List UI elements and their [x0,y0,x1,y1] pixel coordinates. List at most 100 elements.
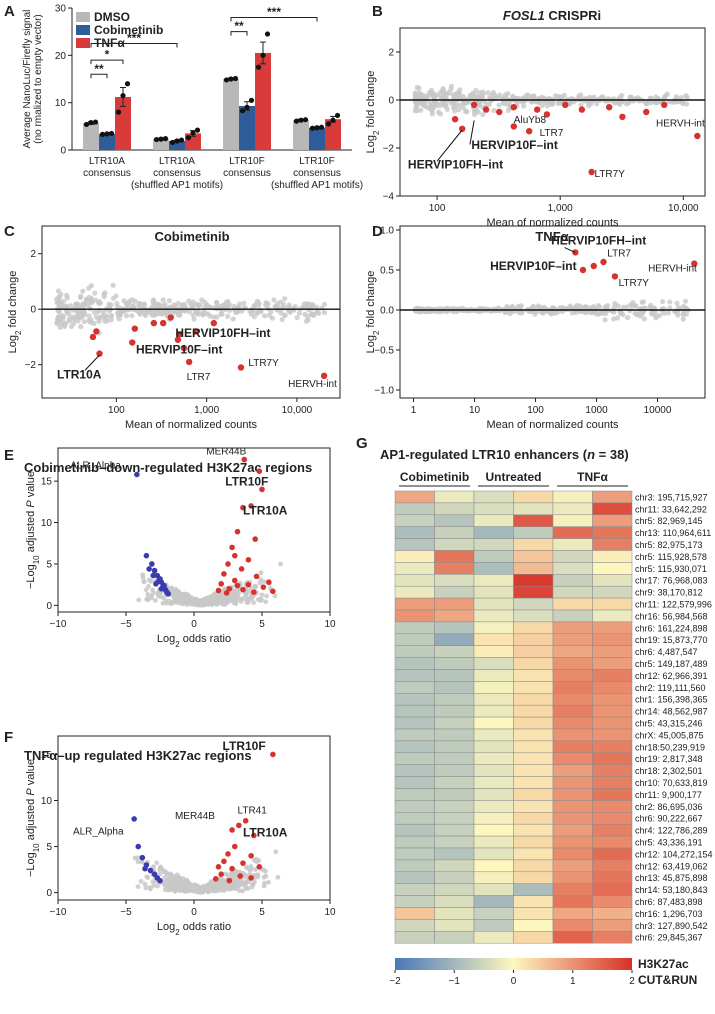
point-gray [673,94,679,100]
point-gray [279,316,285,323]
point-gray [480,111,486,118]
point-gray [441,95,447,101]
heatmap-cell [434,752,475,765]
x-tick-label-E: 0 [191,619,197,630]
row-label: chr14: 53,180,843 [635,885,708,895]
point-gray [101,291,107,297]
point-gray [247,308,253,315]
point-gray [191,316,197,322]
heatmap-cell [552,835,593,849]
heatmap-cell [552,919,593,932]
heatmap-cell [394,621,435,635]
point-red [232,552,238,559]
annotation-F: ALR_Alpha [73,827,124,838]
heatmap-cell [552,907,593,920]
row-label: chr2: 119,111,560 [635,683,706,693]
panel-letter-D: D [372,223,383,240]
heatmap-cell [394,835,435,849]
point-gray [262,313,268,319]
heatmap-cell [513,883,554,896]
heatmap-cell [513,859,554,873]
point-gray [490,89,496,96]
heatmap-cell [434,800,475,813]
heatmap-cell [394,550,435,563]
point-gray [72,314,79,320]
point-gray [63,304,69,310]
x-tick-label-B: 10,000 [668,203,699,214]
legend-label: TNFα [94,36,125,50]
point-gray [238,882,244,888]
point-red [525,128,533,135]
point-gray [503,308,509,314]
annotation-B: LTR7Y [595,169,626,180]
point-gray [219,311,225,317]
heatmap-cell [592,693,633,706]
y-axis-label-B: Log2 fold change [365,71,381,154]
point-gray [441,102,447,108]
point-gray [468,93,474,100]
row-label: chr11: 9,900,177 [635,790,702,800]
point-gray [191,882,197,888]
point-gray [633,303,639,309]
chart-title-F: TNFα–up regulated H3K27ac regions [24,748,252,763]
point-gray [623,101,630,107]
heatmap-cell [592,764,633,777]
point-gray [429,111,435,117]
x-tick-label-C: 10,000 [282,405,313,416]
panel-letter-G: G [356,435,368,452]
point-gray [263,873,269,879]
category-label-A: (shuffled AP1 motifs) [271,180,363,191]
point-gray [55,296,61,302]
heatmap-cell [513,609,554,623]
significance-bracket [90,59,124,65]
point-red [579,266,587,274]
heatmap-cell [592,681,633,694]
heatmap-cell [473,835,514,849]
heatmap-cell [473,907,514,920]
point-gray [602,304,608,310]
point-gray [175,588,181,594]
point-gray [647,100,654,106]
heatmap-cell [592,847,633,861]
point-gray [476,90,482,96]
heatmap-cell [513,574,554,587]
data-point [293,118,300,124]
panel-G: G AP1-regulated LTR10 enhancers (n = 38) C… [356,435,713,987]
annotation-C: HERVIP10F–int [136,343,222,357]
heatmap-cell [592,550,633,563]
point-red [260,584,267,590]
point-gray [214,314,220,320]
heatmap-cell [552,550,593,563]
point-red [226,877,233,884]
data-point [108,130,115,137]
legend-swatch [76,12,90,22]
point-red [180,344,188,352]
point-red [270,751,276,758]
heatmap-cell [394,728,435,742]
legend-label: Cobimetinib [94,23,163,37]
point-gray [171,599,177,604]
point-gray [75,318,81,324]
point-gray [488,94,494,101]
point-gray [292,304,298,310]
y-tick-label-E: 15 [41,477,53,488]
point-gray [662,94,668,100]
heatmap-cell [513,740,554,754]
point-gray [63,320,69,326]
annotation-C: LTR7Y [248,358,279,369]
point-red [451,116,459,123]
heatmap-cell [592,645,633,658]
x-tick-label-B: 1,000 [548,203,573,214]
point-gray [158,865,164,871]
y-tick-label-D: −1.0 [374,386,394,397]
heatmap-cell [513,800,554,813]
point-gray [555,100,561,107]
point-red [229,865,235,872]
heatmap-cell [473,859,514,873]
heatmap-cell [434,514,475,527]
point-gray [243,596,249,602]
data-point [309,125,316,131]
point-gray [577,303,583,309]
heatmap-cell [592,562,633,575]
annotation-D: HERVH-int [648,264,697,275]
